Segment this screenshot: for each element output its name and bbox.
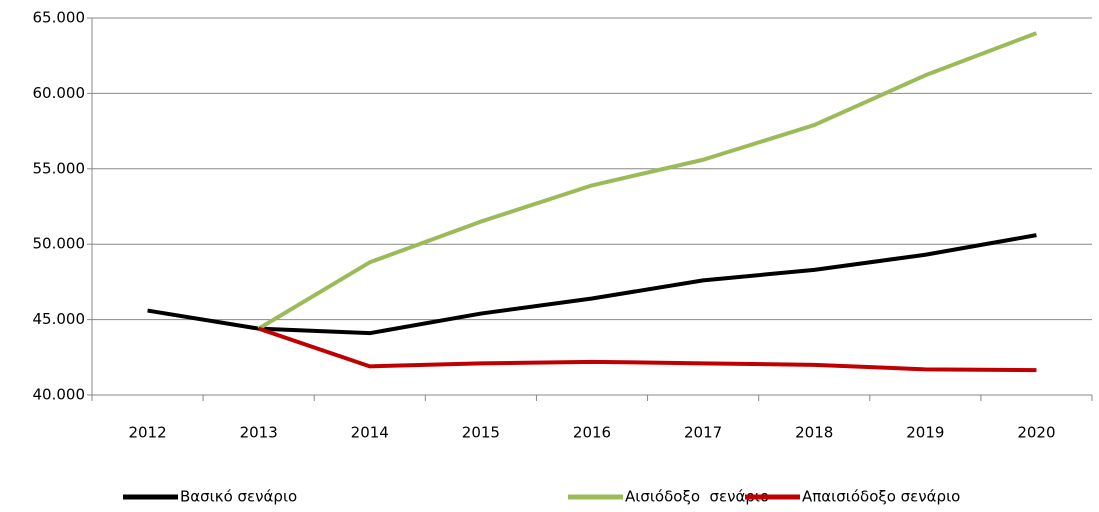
legend-label: Βασικό σενάριο	[180, 488, 297, 506]
series-line	[257, 31, 1038, 331]
y-tick-label: 45.000	[33, 310, 86, 328]
legend-label: Απαισιόδοξο σενάριο	[802, 488, 960, 506]
y-tick-label: 60.000	[33, 84, 86, 102]
series-line	[258, 326, 1037, 373]
x-tick-label: 2015	[462, 424, 500, 442]
x-tick-label: 2016	[573, 424, 611, 442]
x-tick-label: 2013	[240, 424, 278, 442]
x-tick-label: 2017	[684, 424, 722, 442]
series-line	[147, 233, 1037, 336]
x-tick-label: 2019	[906, 424, 944, 442]
legend-label: Αισιόδοξο σενάριο	[625, 488, 769, 506]
x-tick-label: 2012	[128, 424, 166, 442]
y-tick-label: 65.000	[33, 9, 86, 27]
x-tick-label: 2020	[1017, 424, 1055, 442]
y-tick-label: 40.000	[33, 386, 86, 404]
y-tick-label: 50.000	[33, 235, 86, 253]
y-tick-label: 55.000	[33, 159, 86, 177]
x-tick-label: 2014	[351, 424, 389, 442]
x-tick-label: 2018	[795, 424, 833, 442]
